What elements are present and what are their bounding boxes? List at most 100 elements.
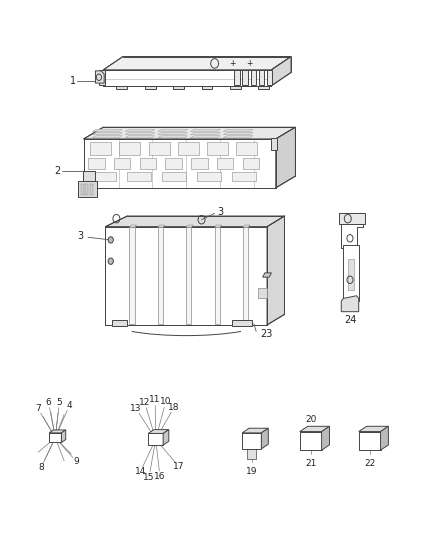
Polygon shape: [197, 172, 221, 181]
Polygon shape: [148, 433, 163, 445]
Polygon shape: [242, 428, 268, 433]
Polygon shape: [125, 136, 155, 138]
Polygon shape: [258, 288, 267, 298]
Polygon shape: [343, 245, 359, 301]
Polygon shape: [130, 227, 135, 324]
Polygon shape: [90, 183, 93, 195]
Polygon shape: [90, 142, 111, 155]
Polygon shape: [178, 142, 199, 155]
Text: 6: 6: [46, 398, 52, 407]
Polygon shape: [300, 432, 321, 450]
Polygon shape: [267, 216, 285, 325]
Text: 7: 7: [35, 405, 41, 414]
Polygon shape: [92, 172, 117, 181]
Text: 14: 14: [134, 467, 146, 477]
Circle shape: [108, 258, 113, 264]
Polygon shape: [162, 172, 186, 181]
Text: 15: 15: [143, 473, 155, 482]
Polygon shape: [263, 273, 272, 277]
Polygon shape: [243, 225, 250, 227]
Polygon shape: [276, 127, 295, 188]
Polygon shape: [243, 227, 248, 324]
Polygon shape: [223, 133, 253, 135]
Text: 20: 20: [305, 415, 316, 424]
Polygon shape: [186, 225, 193, 227]
Polygon shape: [267, 70, 272, 85]
Polygon shape: [359, 432, 381, 450]
Text: 21: 21: [305, 459, 316, 467]
Text: 8: 8: [38, 463, 44, 472]
Polygon shape: [158, 136, 187, 138]
Polygon shape: [83, 171, 95, 188]
Polygon shape: [191, 158, 208, 168]
Polygon shape: [217, 158, 233, 168]
Polygon shape: [201, 86, 212, 90]
Text: 2: 2: [54, 166, 60, 176]
Polygon shape: [148, 430, 169, 433]
Circle shape: [108, 237, 113, 243]
Polygon shape: [191, 136, 220, 138]
Polygon shape: [232, 320, 252, 326]
Polygon shape: [106, 227, 267, 325]
Polygon shape: [127, 172, 151, 181]
Text: 10: 10: [160, 398, 171, 406]
Polygon shape: [149, 142, 170, 155]
Polygon shape: [251, 70, 256, 85]
Polygon shape: [230, 86, 241, 90]
Polygon shape: [243, 70, 248, 85]
Polygon shape: [84, 127, 295, 139]
Polygon shape: [215, 227, 220, 324]
Polygon shape: [272, 56, 291, 86]
Polygon shape: [103, 70, 272, 86]
Polygon shape: [259, 70, 264, 85]
Polygon shape: [158, 227, 163, 324]
Text: 1: 1: [70, 77, 76, 86]
Polygon shape: [158, 133, 187, 135]
Polygon shape: [78, 181, 97, 197]
Polygon shape: [85, 183, 88, 195]
Polygon shape: [140, 158, 156, 168]
Polygon shape: [125, 133, 155, 135]
Polygon shape: [112, 320, 127, 326]
Text: 19: 19: [246, 467, 258, 476]
Polygon shape: [341, 221, 363, 248]
Text: 3: 3: [78, 231, 84, 241]
Polygon shape: [232, 172, 256, 181]
Text: 5: 5: [57, 398, 62, 407]
Polygon shape: [237, 142, 258, 155]
Polygon shape: [103, 56, 291, 70]
Polygon shape: [61, 430, 66, 442]
Polygon shape: [258, 86, 269, 90]
Text: 4: 4: [67, 401, 72, 410]
Polygon shape: [49, 430, 66, 433]
Polygon shape: [114, 158, 131, 168]
Polygon shape: [165, 158, 182, 168]
Polygon shape: [300, 426, 329, 432]
Polygon shape: [145, 86, 155, 90]
Polygon shape: [247, 449, 256, 459]
Polygon shape: [381, 426, 389, 450]
Polygon shape: [120, 142, 141, 155]
Text: 9: 9: [73, 457, 79, 466]
Polygon shape: [234, 70, 240, 85]
Polygon shape: [117, 86, 127, 90]
Text: 11: 11: [149, 395, 161, 405]
Polygon shape: [92, 136, 122, 138]
Text: 16: 16: [154, 472, 166, 481]
Polygon shape: [341, 296, 359, 312]
Polygon shape: [223, 136, 253, 138]
Polygon shape: [163, 430, 169, 445]
Polygon shape: [125, 130, 155, 132]
Polygon shape: [359, 426, 389, 432]
Text: +: +: [247, 59, 253, 68]
Polygon shape: [158, 225, 165, 227]
Polygon shape: [215, 225, 222, 227]
Text: 12: 12: [139, 398, 150, 407]
Polygon shape: [130, 225, 137, 227]
Text: 18: 18: [168, 403, 180, 412]
Text: 3: 3: [218, 207, 224, 217]
Polygon shape: [88, 158, 105, 168]
Polygon shape: [84, 139, 276, 188]
Polygon shape: [186, 227, 191, 324]
Polygon shape: [49, 433, 61, 442]
